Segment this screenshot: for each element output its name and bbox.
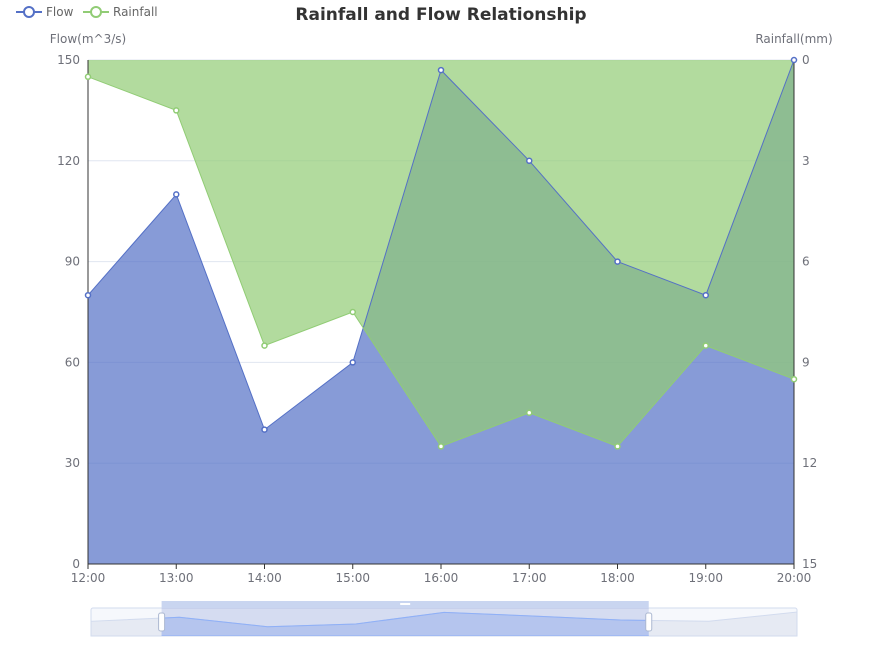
flow-point[interactable] <box>614 258 621 265</box>
data-zoom-move-grip-icon <box>400 603 411 605</box>
x-tick-label: 17:00 <box>512 571 547 585</box>
left-tick-label: 90 <box>65 255 80 269</box>
axes <box>87 60 795 569</box>
right-tick-label: 9 <box>802 355 810 369</box>
right-axis-name: Rainfall(mm) <box>755 32 832 46</box>
right-tick-label: 15 <box>802 557 817 571</box>
x-tick-label: 15:00 <box>335 571 370 585</box>
x-tick-label: 14:00 <box>247 571 282 585</box>
rainfall-point[interactable] <box>349 308 356 316</box>
flow-point[interactable] <box>702 291 709 299</box>
rainfall-point[interactable] <box>173 107 180 114</box>
left-tick-label: 60 <box>65 355 80 369</box>
tick-labels: 0 30 60 90 120 150 0 3 6 9 12 15 12:00 13:00 14:00 15:0… <box>57 53 817 585</box>
right-tick-label: 12 <box>802 456 817 470</box>
rainfall-point[interactable] <box>526 409 533 417</box>
rainfall-point[interactable] <box>614 443 621 450</box>
rainfall-point[interactable] <box>790 375 798 383</box>
x-tick-label: 13:00 <box>159 571 194 585</box>
left-tick-label: 30 <box>65 456 80 470</box>
rainfall-point[interactable] <box>84 73 92 81</box>
x-tick-label: 19:00 <box>688 571 723 585</box>
rainfall-point[interactable] <box>261 342 268 349</box>
right-tick-label: 3 <box>802 154 810 168</box>
flow-point[interactable] <box>349 359 356 366</box>
x-tick-label: 20:00 <box>777 571 812 585</box>
flow-point[interactable] <box>526 157 533 165</box>
data-zoom-right-handle[interactable] <box>645 612 653 632</box>
right-tick-label: 6 <box>802 255 810 269</box>
legend-item-rainfall[interactable]: Rainfall <box>83 5 158 19</box>
right-tick-label: 0 <box>802 53 810 67</box>
flow-point[interactable] <box>84 291 92 299</box>
left-tick-label: 150 <box>57 53 80 67</box>
rainfall-point[interactable] <box>437 443 445 450</box>
legend-item-flow[interactable]: Flow <box>16 5 74 19</box>
flow-point[interactable] <box>173 191 180 198</box>
data-zoom-selected-range[interactable] <box>161 608 649 636</box>
rainfall-area <box>88 60 794 447</box>
legend-rainfall-marker-icon <box>90 6 102 18</box>
flow-point[interactable] <box>790 56 798 64</box>
x-tick-label: 12:00 <box>71 571 106 585</box>
legend-flow-marker-icon <box>23 6 35 18</box>
flow-point[interactable] <box>261 426 268 433</box>
data-zoom-slider[interactable] <box>90 601 798 637</box>
left-axis-name: Flow(m^3/s) <box>50 32 126 46</box>
left-tick-label: 120 <box>57 154 80 168</box>
legend-flow-label: Flow <box>46 5 74 19</box>
rainfall-point[interactable] <box>702 342 709 349</box>
series-areas <box>87 59 795 564</box>
data-zoom-left-handle[interactable] <box>158 612 166 632</box>
x-tick-label: 16:00 <box>424 571 459 585</box>
x-tick-label: 18:00 <box>600 571 635 585</box>
legend-rainfall-label: Rainfall <box>113 5 158 19</box>
left-tick-label: 0 <box>72 557 80 571</box>
flow-point[interactable] <box>437 66 445 74</box>
legend[interactable]: Flow Rainfall <box>16 5 158 19</box>
chart-title: Rainfall and Flow Relationship <box>295 5 586 25</box>
series-points <box>84 56 798 450</box>
